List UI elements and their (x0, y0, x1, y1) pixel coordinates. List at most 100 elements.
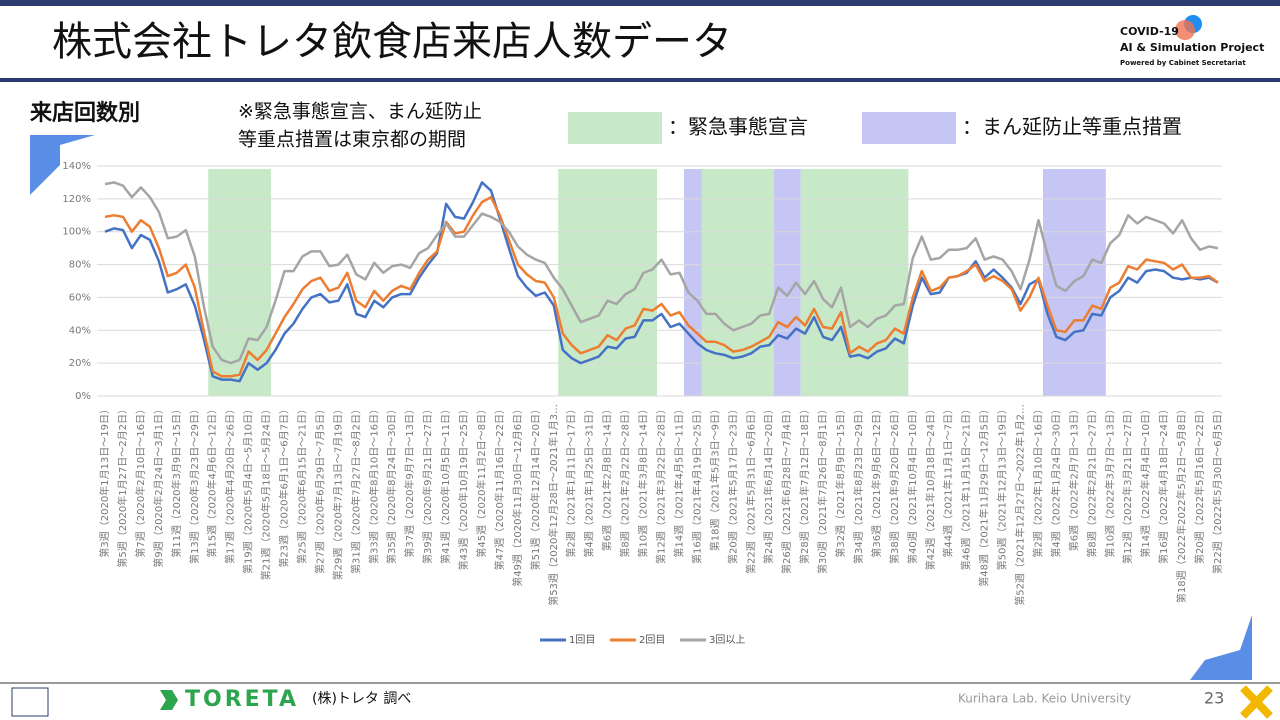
title-rule (0, 78, 1280, 82)
x-tick-label: 第16週（2021年4月19日～25日） (690, 404, 703, 564)
x-tick-label: 第47週（2020年11月16日～22日） (493, 404, 506, 570)
x-tick-label: 第27週（2020年6月29日～7月5日） (313, 404, 326, 574)
x-tick-label: 第14週（2021年4月5日～11日） (672, 404, 685, 558)
x-tick-label: 第34週（2021年8月23日～29日） (852, 404, 865, 564)
x-tick-label: 第36週（2021年9月6日～12日） (870, 404, 883, 558)
series-line (104, 181, 1219, 383)
x-tick-label: 第17週（2020年4月20日～26日） (224, 404, 237, 564)
band-legend-swatch (568, 112, 662, 144)
x-tick-label: 第3週（2020年1月13日～19日） (98, 404, 111, 558)
x-tick-label: 第22週（2021年5月31日～6月6日） (744, 404, 757, 574)
x-tick-label: 第41週（2020年10月5日～11日） (439, 404, 452, 564)
x-tick-label: 第24週（2021年6月14日～20日） (762, 404, 775, 564)
x-tick-label: 第21週（2020年5月18日～5月24日） (260, 404, 273, 580)
x-tick-label: 第46週（2021年11月15日～21日） (960, 404, 973, 570)
x-tick-label: 第42週（2021年10月18日～24日） (924, 404, 937, 570)
x-tick-label: 第37週（2020年9月7日～13日） (403, 404, 416, 558)
brand: TORETA (185, 687, 299, 712)
lab-name: Kurihara Lab. Keio University (958, 692, 1131, 706)
top-bar (0, 0, 1280, 6)
x-tick-label: 第28週（2021年7月12日～18日） (798, 404, 811, 564)
x-tick-label: 第33週（2020年8月10日～16日） (367, 404, 380, 564)
x-tick-label: 第52週（2021年12月27日～2022年1月2… (1014, 404, 1027, 606)
y-tick-label: 20% (69, 358, 91, 369)
x-tick-label: 第9週（2020年2月24日～3月1日） (152, 404, 165, 568)
shaded-period (208, 169, 272, 396)
y-tick-label: 120% (62, 194, 91, 205)
x-tick-label: 第2週（2022年1月10日～16日） (1031, 404, 1044, 558)
x-tick-label: 第35週（2020年8月24日～30日） (385, 404, 398, 564)
x-tick-label: 第25週（2020年6月15日～21日） (295, 404, 308, 564)
legend-label: 3回以上 (709, 634, 745, 646)
lab-logo (11, 687, 49, 717)
x-tick-label: 第7週（2020年2月10日～16日） (134, 404, 147, 558)
x-tick-label: 第16週（2022年4月18日～24日） (1157, 404, 1170, 564)
x-tick-label: 第4週（2022年1月24日～30日） (1049, 404, 1062, 558)
x-tick-label: 第20週（2021年5月17日～23日） (726, 404, 739, 564)
x-tick-label: 第40週（2021年10月4日～10日） (906, 404, 919, 564)
band-legend-swatch (862, 112, 956, 144)
x-tick-label: 第8週（2021年2月22日～28日） (619, 404, 632, 558)
x-tick-label: 第18週（2022年2022年5月2日～5月8日） (1175, 404, 1188, 603)
x-tick-label: 第22週（2022年5月30日～6月5日） (1211, 404, 1224, 574)
x-tick-label: 第12週（2022年3月21日～27日） (1121, 404, 1134, 564)
series-line (104, 195, 1219, 378)
logo-text: Powered by Cabinet Secretariat (1120, 59, 1246, 67)
corner-icon (1240, 685, 1273, 719)
corner-deco (30, 135, 95, 195)
x-tick-label: 第8週（2022年2月21日～27日） (1085, 404, 1098, 558)
source: (株)トレタ 調べ (312, 691, 411, 707)
x-tick-label: 第26週（2021年6月28日～7月4日） (780, 404, 793, 574)
x-tick-label: 第19週（2020年5月4日～5月10日） (242, 404, 255, 574)
shaded-period (701, 169, 774, 396)
y-tick-label: 0% (75, 391, 91, 402)
x-tick-label: 第5週（2020年1月27日～2月2日） (116, 404, 129, 568)
x-tick-label: 第14週（2022年4月4日～10日） (1139, 404, 1152, 558)
note: 等重点措置は東京都の期間 (238, 129, 466, 151)
shaded-period (800, 169, 909, 396)
y-tick-label: 40% (69, 325, 91, 336)
x-tick-label: 第12週（2021年3月22日～28日） (655, 404, 668, 564)
x-tick-label: 第38週（2021年9月20日～26日） (888, 404, 901, 564)
logo-text: AI & Simulation Project (1120, 41, 1264, 54)
x-tick-label: 第10週（2021年3月8日～14日） (637, 404, 650, 558)
x-tick-label: 第44週（2021年11月1日～7日） (942, 404, 955, 558)
x-tick-label: 第29週（2020年7月13日～7月19日） (331, 404, 344, 580)
section-label: 来店回数別 (29, 100, 140, 126)
logo-dot (1175, 20, 1195, 40)
series-line (104, 181, 1219, 365)
x-tick-label: 第15週（2020年4月6日～12日） (206, 404, 219, 558)
band-legend-label: ：緊急事態宣言 (668, 115, 808, 139)
x-tick-label: 第13週（2020年3月23日～29日） (188, 404, 201, 564)
legend-label: 2回目 (639, 634, 665, 646)
shaded-period (683, 169, 702, 396)
logo-text: COVID-19 (1120, 25, 1179, 38)
legend-label: 1回目 (569, 634, 595, 646)
band-legend-label: ：まん延防止等重点措置 (962, 115, 1182, 139)
x-tick-label: 第39週（2020年9月21日～27日） (421, 404, 434, 564)
y-tick-label: 100% (62, 227, 91, 238)
note: ※緊急事態宣言、まん延防止 (238, 101, 482, 123)
x-tick-label: 第4週（2021年1月25日～31日） (583, 404, 596, 558)
x-tick-label: 第18週（2021年5月3日～9日） (708, 404, 721, 551)
x-tick-label: 第31週（2020年7月27日～8月2日） (349, 404, 362, 574)
y-tick-label: 60% (69, 292, 91, 303)
y-tick-label: 80% (69, 260, 91, 271)
x-tick-label: 第11週（2020年3月9日～15日） (170, 404, 183, 558)
x-tick-label: 第10週（2022年3月7日～13日） (1103, 404, 1116, 558)
brand-mark (160, 690, 178, 710)
x-tick-label: 第30週（2021年7月26日～8月1日） (816, 404, 829, 574)
shaded-period (558, 169, 658, 396)
title: 株式会社トレタ飲食店来店人数データ (52, 19, 732, 65)
footer-rule (0, 682, 1280, 684)
x-tick-label: 第20週（2022年5月16日～22日） (1193, 404, 1206, 564)
y-tick-label: 140% (62, 161, 91, 172)
x-tick-label: 第51週（2020年12月14日～20日） (529, 404, 542, 570)
x-tick-label: 第43週（2020年10月19日～25日） (457, 404, 470, 570)
page-number: 23 (1204, 689, 1224, 708)
x-tick-label: 第50週（2021年12月13日～19日） (996, 404, 1009, 570)
x-tick-label: 第48週（2021年11月29日～12月5日） (978, 404, 991, 587)
x-tick-label: 第23週（2020年6月1日～6月7日） (278, 404, 291, 568)
x-tick-label: 第6週（2021年2月8日～14日） (601, 404, 614, 551)
